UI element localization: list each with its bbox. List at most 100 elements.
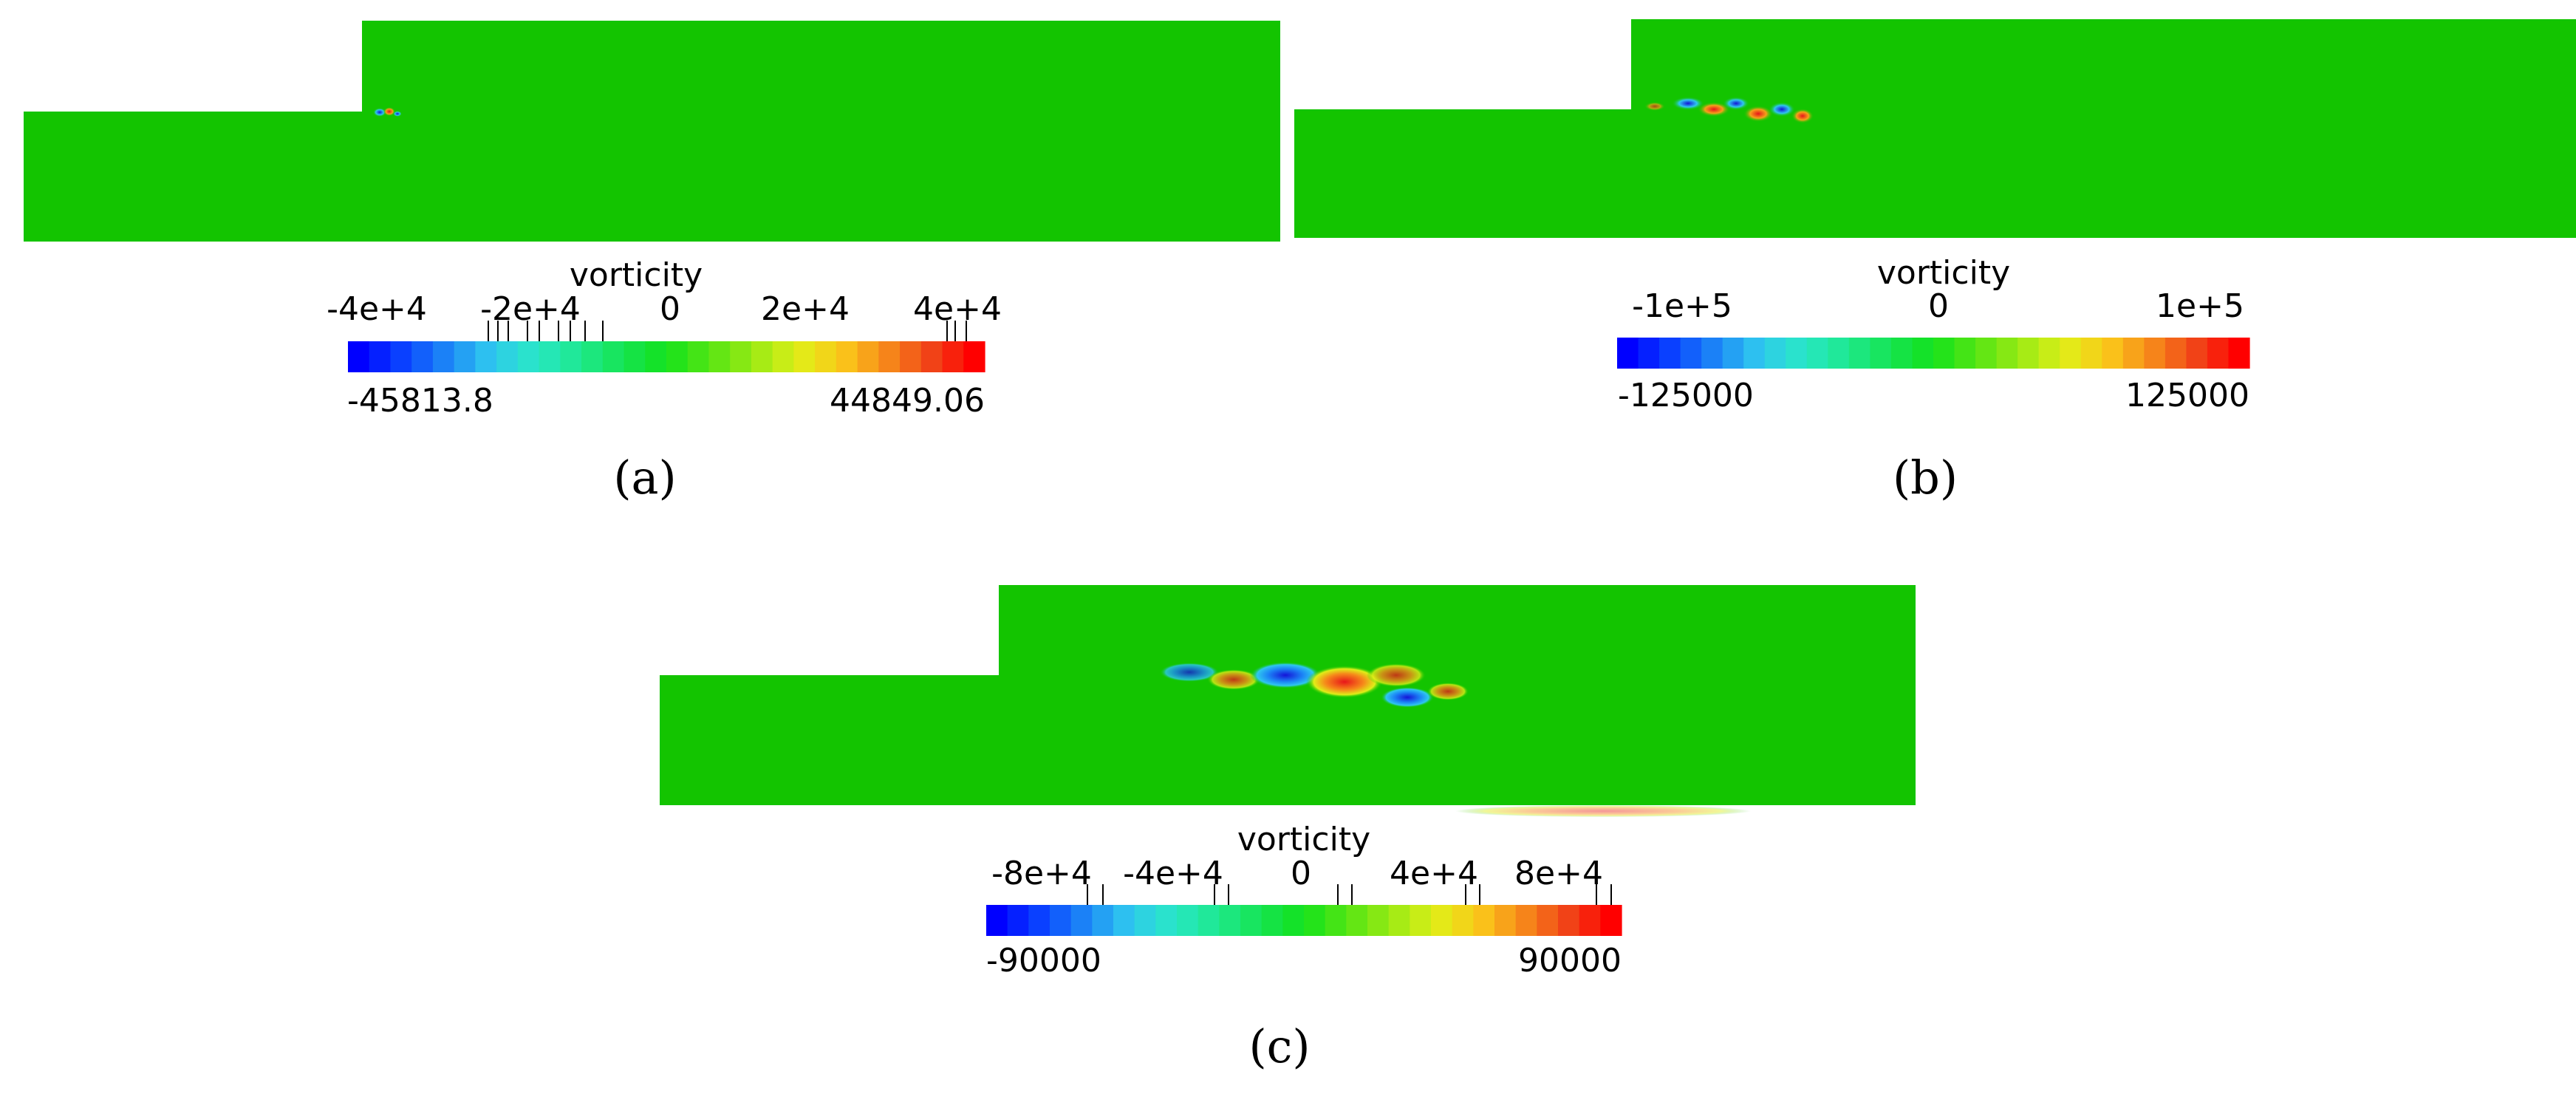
colorbar-swatch — [1806, 338, 1828, 369]
colorbar-b-tick-label: 0 — [1928, 287, 1949, 325]
colorbar-swatch — [1367, 905, 1390, 936]
colorbar-swatch — [2038, 338, 2060, 369]
colorbar-swatch — [2018, 338, 2040, 369]
colorbar-swatch — [878, 341, 901, 372]
colorbar-swatch — [1828, 338, 1850, 369]
colorbar-swatch — [1050, 905, 1072, 936]
panel-a: vorticity -4e+4 -2e+4 0 2e+4 4e+4 -45813… — [0, 0, 1300, 510]
colorbar-b-title: vorticity — [1877, 254, 2010, 292]
colorbar-swatch — [1722, 338, 1744, 369]
colorbar-swatch — [1848, 338, 1870, 369]
colorbar-a-max-label: 44849.06 — [830, 382, 985, 420]
colorbar-swatch — [390, 341, 412, 372]
colorbar-swatch — [772, 341, 794, 372]
colorbar-swatch — [751, 341, 773, 372]
colorbar-swatch — [1410, 905, 1432, 936]
colorbar-swatch — [1701, 338, 1723, 369]
colorbar-swatch — [1473, 905, 1495, 936]
colorbar-swatch — [1134, 905, 1156, 936]
colorbar-b-tick-label: -1e+5 — [1632, 287, 1732, 325]
colorbar-swatch — [623, 341, 646, 372]
colorbar-a-swatches — [348, 341, 985, 372]
colorbar-swatch — [1431, 905, 1453, 936]
colorbar-b — [1617, 338, 2250, 369]
colorbar-c — [986, 884, 1622, 936]
colorbar-swatch — [1617, 338, 1639, 369]
colorbar-swatch — [1177, 905, 1199, 936]
panel-b-figure: vorticity -1e+5 0 1e+5 -125000 125000 (b… — [1294, 19, 2576, 505]
colorbar-a-tick-label: -2e+4 — [480, 290, 581, 328]
colorbar-a-title: vorticity — [570, 256, 703, 294]
colorbar-swatch — [2207, 338, 2230, 369]
colorbar-a-tick-label: 4e+4 — [913, 290, 1002, 328]
colorbar-swatch — [963, 341, 985, 372]
colorbar-swatch — [2144, 338, 2166, 369]
panel-c-caption: (c) — [1248, 1019, 1310, 1073]
colorbar-swatch — [920, 341, 943, 372]
colorbar-b-min-label: -125000 — [1618, 377, 1754, 414]
colorbar-swatch — [1659, 338, 1681, 369]
colorbar-swatch — [1743, 338, 1766, 369]
panel-a-caption: (a) — [613, 451, 676, 505]
colorbar-swatch — [2060, 338, 2082, 369]
colorbar-swatch — [2080, 338, 2102, 369]
panel-c: vorticity -8e+4 -4e+4 0 4e+4 8e+4 -90000… — [643, 569, 1943, 1111]
colorbar-c-tick-label: 0 — [1291, 855, 1311, 892]
colorbar-swatch — [1912, 338, 1934, 369]
colorbar-c-min-label: -90000 — [986, 942, 1101, 980]
colorbar-swatch — [1764, 338, 1786, 369]
colorbar-swatch — [666, 341, 689, 372]
domain-field-b — [1294, 19, 2576, 238]
colorbar-swatch — [1452, 905, 1474, 936]
vortex-structure-c — [1160, 662, 1751, 817]
colorbar-swatch — [708, 341, 731, 372]
colorbar-swatch — [645, 341, 667, 372]
colorbar-a-tick-label: 2e+4 — [761, 290, 850, 328]
colorbar-swatch — [1007, 905, 1029, 936]
colorbar-swatch — [2102, 338, 2124, 369]
colorbar-swatch — [1155, 905, 1178, 936]
colorbar-c-tick-marks — [1087, 884, 1612, 905]
colorbar-swatch — [1325, 905, 1347, 936]
colorbar-swatch — [2186, 338, 2208, 369]
colorbar-swatch — [1579, 905, 1601, 936]
colorbar-swatch — [1388, 905, 1410, 936]
colorbar-swatch — [1975, 338, 1998, 369]
colorbar-swatch — [1537, 905, 1559, 936]
colorbar-swatch — [539, 341, 561, 372]
colorbar-b-tick-label: 1e+5 — [2156, 287, 2244, 325]
colorbar-c-swatches — [986, 905, 1622, 936]
colorbar-a-tick-label: 0 — [660, 290, 680, 328]
colorbar-b-swatches — [1617, 338, 2250, 369]
colorbar-swatch — [1219, 905, 1241, 936]
colorbar-swatch — [836, 341, 858, 372]
colorbar-c-tick-label: 4e+4 — [1390, 855, 1478, 892]
colorbar-swatch — [1346, 905, 1368, 936]
colorbar-a-tick-marks — [488, 321, 967, 341]
colorbar-swatch — [1786, 338, 1808, 369]
colorbar-swatch — [1070, 905, 1093, 936]
colorbar-swatch — [1558, 905, 1580, 936]
colorbar-swatch — [2228, 338, 2250, 369]
colorbar-swatch — [560, 341, 582, 372]
colorbar-swatch — [793, 341, 816, 372]
colorbar-swatch — [432, 341, 455, 372]
colorbar-swatch — [496, 341, 519, 372]
domain-field-c — [660, 585, 1916, 805]
colorbar-swatch — [2165, 338, 2187, 369]
colorbar-swatch — [1198, 905, 1220, 936]
panel-b-caption: (b) — [1893, 451, 1958, 505]
colorbar-c-tick-label: -8e+4 — [991, 855, 1092, 892]
colorbar-swatch — [517, 341, 540, 372]
colorbar-swatch — [687, 341, 710, 372]
colorbar-swatch — [2122, 338, 2145, 369]
colorbar-swatch — [942, 341, 964, 372]
colorbar-swatch — [730, 341, 752, 372]
colorbar-swatch — [475, 341, 497, 372]
colorbar-swatch — [1870, 338, 1892, 369]
colorbar-swatch — [1680, 338, 1702, 369]
colorbar-a-tick-label: -4e+4 — [327, 290, 427, 328]
colorbar-c-max-label: 90000 — [1518, 942, 1622, 980]
panel-b: vorticity -1e+5 0 1e+5 -125000 125000 (b… — [1285, 0, 2576, 510]
colorbar-swatch — [815, 341, 837, 372]
